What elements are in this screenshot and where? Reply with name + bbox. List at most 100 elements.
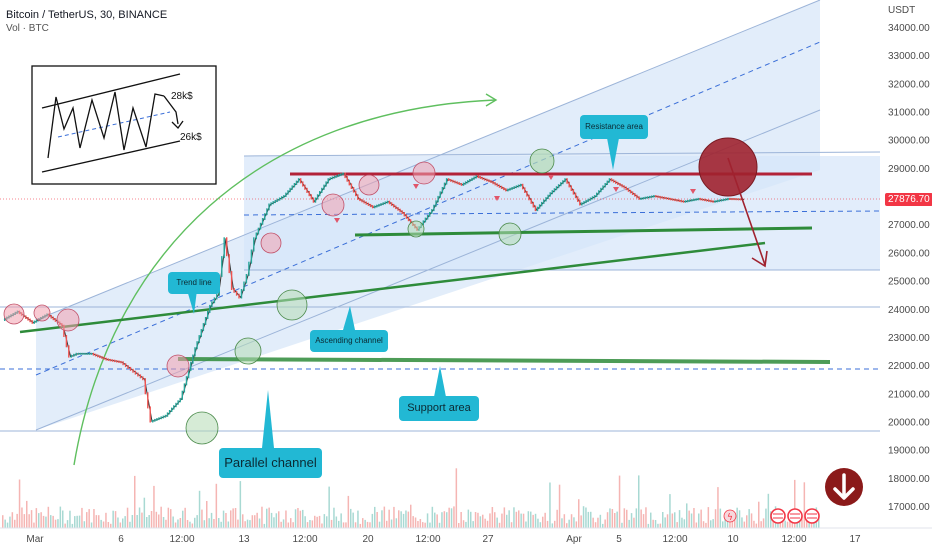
candle — [365, 201, 367, 205]
touch-circle-red — [3, 303, 25, 325]
candle — [667, 197, 670, 200]
volume-bar — [585, 507, 587, 528]
volume-bar — [311, 520, 314, 528]
volume-bar — [66, 520, 69, 528]
volume-bar — [736, 507, 738, 528]
volume-bar — [462, 520, 465, 528]
us-flag-icon[interactable] — [787, 508, 803, 524]
volume-bar — [587, 511, 590, 528]
candle — [625, 186, 627, 191]
volume-bar — [508, 510, 510, 528]
candle — [162, 415, 164, 419]
candle — [342, 172, 344, 176]
volume-bar — [256, 512, 258, 528]
volume-bar — [117, 517, 119, 528]
support-area-line — [177, 357, 831, 364]
candle — [729, 197, 731, 200]
candle — [314, 197, 317, 203]
candle — [505, 188, 507, 192]
time-tick-label: 13 — [238, 534, 250, 545]
price-axis[interactable]: 34000.00 33000.00 32000.00 31000.00 30000.00… — [888, 23, 930, 513]
candle — [557, 184, 560, 189]
volume-bars — [2, 468, 820, 528]
candle — [477, 175, 479, 179]
candle — [678, 199, 680, 202]
candle — [52, 316, 54, 321]
candle — [122, 361, 124, 366]
candle — [589, 197, 592, 201]
candle — [158, 417, 160, 421]
volume-bar — [119, 522, 122, 528]
candle — [496, 183, 498, 187]
volume-bar — [772, 519, 774, 528]
volume-bar — [652, 519, 654, 528]
candle — [164, 414, 167, 418]
candle — [655, 195, 657, 198]
volume-bar — [518, 510, 520, 528]
candle — [435, 200, 437, 207]
candle — [503, 187, 505, 191]
candle — [250, 249, 253, 264]
touch-circle-green — [234, 337, 262, 365]
touch-circle-green — [185, 411, 219, 445]
volume-bar — [650, 512, 652, 528]
ascending-channel-mid — [35, 41, 821, 376]
candle — [124, 363, 127, 368]
volume-bar — [753, 520, 755, 528]
volume-bar — [635, 508, 638, 528]
volume-bar — [496, 517, 498, 528]
candle — [266, 208, 268, 216]
us-flag-icon[interactable] — [804, 508, 820, 524]
candle — [255, 232, 257, 240]
volume-indicator-label[interactable]: Vol · BTC — [6, 23, 49, 34]
candle — [196, 341, 198, 350]
parallel-channel-note: Parallel channel — [219, 448, 322, 478]
volume-bar — [78, 515, 81, 528]
candle — [403, 212, 405, 217]
volume-bar — [705, 522, 707, 528]
volume-bar — [688, 510, 690, 528]
volume-bar — [309, 520, 311, 528]
volume-bar — [270, 512, 273, 528]
volume-bar — [592, 517, 594, 528]
time-tick-label: 12:00 — [169, 534, 194, 545]
volume-bar — [179, 518, 182, 528]
candle — [329, 177, 331, 181]
us-flag-icon[interactable] — [770, 508, 786, 524]
candle — [519, 183, 522, 187]
candle — [551, 190, 553, 195]
volume-bar — [770, 511, 772, 528]
volume-bar — [98, 515, 100, 528]
volume-bar — [290, 518, 292, 528]
volume-bar — [93, 509, 95, 528]
volume-bar — [681, 517, 683, 528]
sketch-channel-mid — [57, 111, 171, 138]
price-tick-label: 17000.00 — [888, 502, 930, 513]
candle — [422, 220, 424, 226]
volume-bar — [542, 516, 544, 528]
candle — [166, 412, 169, 417]
volume-bar — [786, 521, 789, 528]
candle — [429, 212, 431, 217]
candle — [228, 254, 230, 274]
volume-bar — [674, 512, 676, 528]
volume-bar — [710, 520, 712, 528]
volume-bar — [294, 509, 297, 528]
candle — [517, 184, 520, 188]
candle — [245, 274, 248, 284]
sketch-channel-bottom — [41, 140, 181, 173]
candle — [194, 347, 196, 357]
volume-bar — [306, 522, 309, 528]
volume-bar — [210, 512, 213, 528]
volume-bar — [693, 508, 695, 528]
time-axis[interactable]: Mar 6 12:00 13 12:00 20 12:00 27 Apr 5 12:00 10 12:0… — [26, 534, 861, 545]
volume-bar — [383, 506, 386, 528]
volume-bar — [280, 521, 282, 528]
candle — [638, 196, 640, 200]
volume-bar — [784, 520, 786, 528]
candle — [221, 256, 223, 277]
flash-icon[interactable] — [723, 509, 737, 523]
candle — [171, 407, 173, 412]
symbol-title[interactable]: Bitcoin / TetherUS, 30, BINANCE — [6, 9, 168, 21]
